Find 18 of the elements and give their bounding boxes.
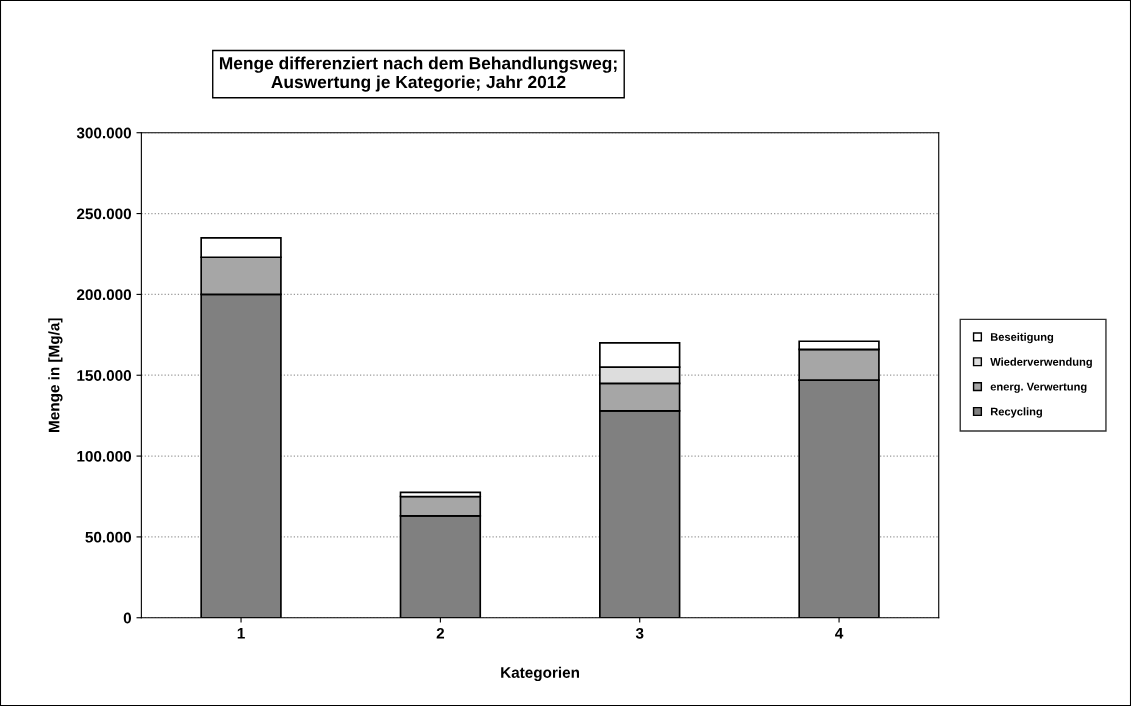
y-tick-label: 0 — [123, 612, 132, 624]
y-tick-label: 150.000 — [77, 370, 132, 381]
y-tick-label: 200.000 — [76, 289, 132, 301]
y-tick-label: 50.000 — [85, 531, 132, 543]
x-tick-label: 2 — [436, 627, 445, 639]
x-axis-title: Kategorien — [501, 666, 580, 682]
legend-label: Recycling — [990, 407, 1042, 418]
chart-title: Menge differenziert nach dem Behandlungsweg; Auswertung je Kategorie; Jahr 2012 — [219, 56, 617, 92]
y-tick-label: 250.000 — [76, 208, 132, 220]
x-tick-label: 3 — [635, 627, 644, 639]
legend-label: energ. Verwertung — [990, 382, 1087, 393]
y-tick-label: 300.000 — [76, 127, 132, 139]
y-tick-label: 100.000 — [77, 450, 132, 462]
x-tick-label: 4 — [835, 628, 844, 639]
y-axis-title: Menge in [Mg/a] — [48, 318, 63, 432]
x-tick-label: 1 — [237, 628, 245, 639]
legend-label: Beseitigung — [990, 332, 1054, 344]
legend-label: Wiederverwendung — [990, 357, 1092, 369]
